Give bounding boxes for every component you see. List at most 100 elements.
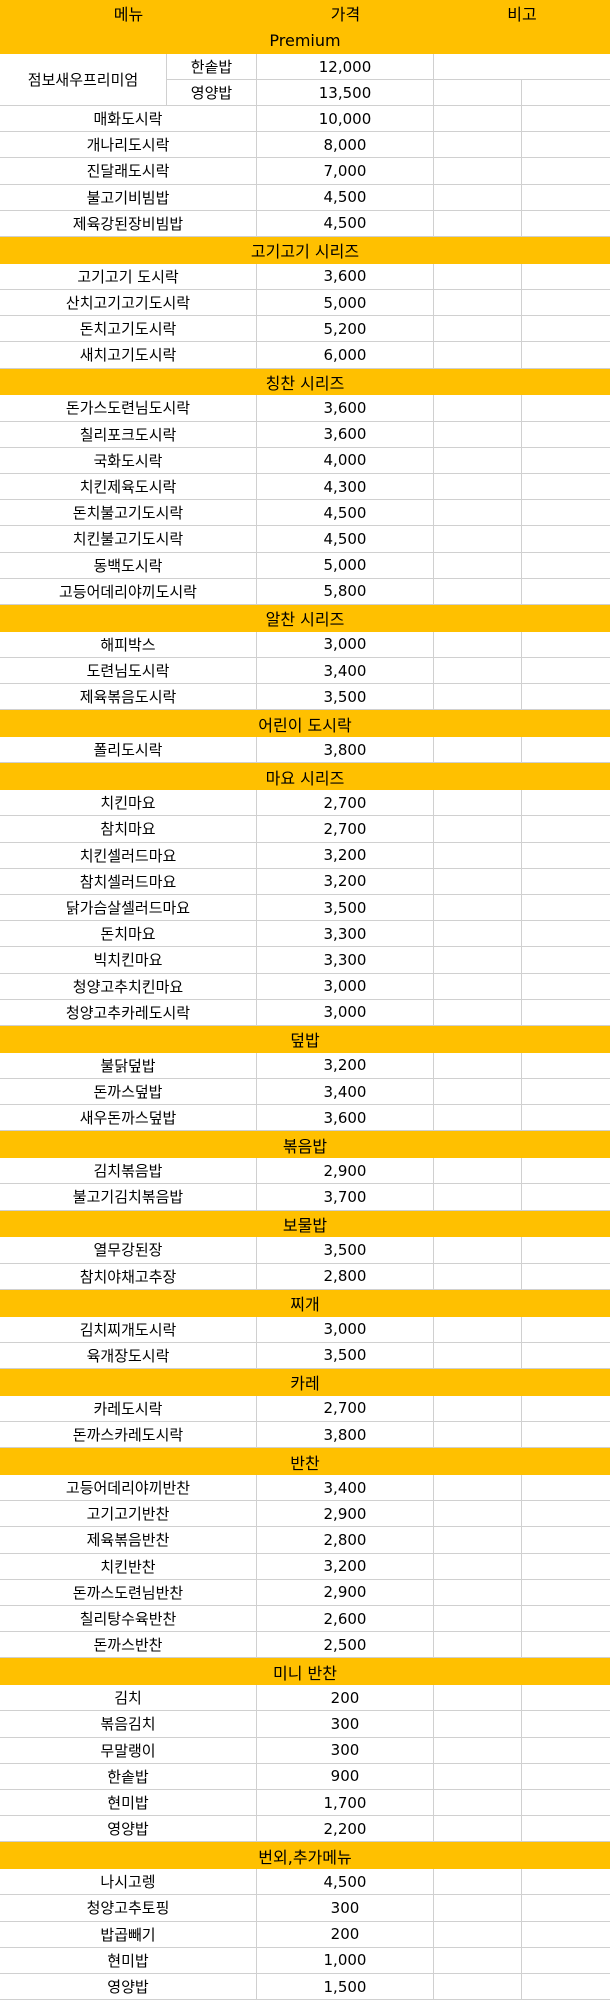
table-row: 빅치킨마요 3,300 bbox=[0, 947, 610, 974]
note-cell bbox=[434, 290, 522, 317]
item-price: 4,500 bbox=[257, 210, 434, 237]
item-name: 나시고렝 bbox=[0, 1869, 257, 1896]
item-name: 고등어데리야끼도시락 bbox=[0, 578, 257, 605]
note-cell bbox=[434, 1422, 522, 1449]
item-price: 3,800 bbox=[257, 737, 434, 764]
note-cell bbox=[434, 421, 522, 448]
column-header-row: 메뉴 가격 비고 bbox=[0, 0, 610, 26]
section-header: 고기고기 시리즈 bbox=[0, 237, 610, 264]
item-price: 3,800 bbox=[257, 1422, 434, 1449]
section-title: 덮밥 bbox=[290, 1031, 320, 1051]
note-cell bbox=[434, 790, 522, 817]
note-cell bbox=[434, 1685, 522, 1712]
item-name: 볶음김치 bbox=[0, 1711, 257, 1738]
note-cell bbox=[522, 684, 610, 711]
note-cell bbox=[434, 1316, 522, 1343]
table-row: 돈까스도련님반찬 2,900 bbox=[0, 1579, 610, 1606]
item-name: 치킨셀러드마요 bbox=[0, 842, 257, 869]
item-name: 돈치불고기도시락 bbox=[0, 500, 257, 527]
item-price: 5,000 bbox=[257, 552, 434, 579]
item-price: 300 bbox=[257, 1737, 434, 1764]
table-row: 불고기비빔밥 4,500 bbox=[0, 184, 610, 211]
note-cell bbox=[522, 632, 610, 658]
note-cell bbox=[434, 921, 522, 948]
table-row: 김치볶음밥 2,900 bbox=[0, 1158, 610, 1185]
combo-option-price: 12,000 bbox=[257, 54, 434, 80]
note-cell bbox=[522, 1869, 610, 1896]
note-cell bbox=[522, 316, 610, 343]
note-cell bbox=[434, 1947, 522, 1974]
table-row: 돈치마요 3,300 bbox=[0, 921, 610, 948]
note-cell bbox=[522, 1396, 610, 1422]
item-name: 제육강된장비빔밥 bbox=[0, 210, 257, 237]
table-row: 국화도시락 4,000 bbox=[0, 447, 610, 474]
note-cell bbox=[522, 211, 610, 237]
note-cell bbox=[522, 1922, 610, 1948]
note-cell bbox=[434, 1711, 522, 1738]
header-menu: 메뉴 bbox=[113, 5, 144, 24]
item-name: 돈치고기도시락 bbox=[0, 316, 257, 343]
item-name: 도련님도시락 bbox=[0, 658, 257, 685]
note-cell bbox=[522, 1105, 610, 1132]
section-header: 미니 반찬 bbox=[0, 1658, 610, 1686]
table-row: 돈까스덮밥 3,400 bbox=[0, 1079, 610, 1106]
item-price: 4,500 bbox=[257, 500, 434, 527]
note-cell bbox=[434, 1921, 522, 1948]
table-row: 새우돈까스덮밥 3,600 bbox=[0, 1105, 610, 1132]
table-row: 치킨마요 2,700 bbox=[0, 790, 610, 817]
table-row: 한솥밥 900 bbox=[0, 1763, 610, 1790]
item-price: 3,000 bbox=[257, 1316, 434, 1343]
table-row: 진달래도시락 7,000 bbox=[0, 158, 610, 185]
section-title: Premium bbox=[269, 30, 341, 50]
item-price: 300 bbox=[257, 1895, 434, 1922]
note-cell bbox=[434, 1237, 522, 1264]
section-title: 볶음밥 bbox=[282, 1136, 328, 1156]
item-name: 진달래도시락 bbox=[0, 158, 257, 185]
item-name: 동백도시락 bbox=[0, 552, 257, 579]
item-price: 5,800 bbox=[257, 578, 434, 605]
note-cell bbox=[434, 1553, 522, 1580]
item-price: 5,000 bbox=[257, 290, 434, 317]
item-price: 6,000 bbox=[257, 342, 434, 369]
item-name: 제육볶음반찬 bbox=[0, 1527, 257, 1554]
section-header: 볶음밥 bbox=[0, 1131, 610, 1159]
table-row: 현미밥 1,000 bbox=[0, 1947, 610, 1974]
item-name: 치킨반찬 bbox=[0, 1553, 257, 1580]
item-price: 3,400 bbox=[257, 658, 434, 685]
item-price: 3,300 bbox=[257, 947, 434, 974]
note-cell bbox=[434, 1579, 522, 1606]
note-cell bbox=[434, 578, 522, 605]
section-title: 고기고기 시리즈 bbox=[250, 242, 360, 262]
note-cell bbox=[434, 210, 522, 237]
section-title: 번외,추가메뉴 bbox=[258, 1847, 352, 1867]
table-row: 돈치불고기도시락 4,500 bbox=[0, 500, 610, 527]
item-price: 2,700 bbox=[257, 1395, 434, 1422]
note-cell bbox=[522, 1158, 610, 1185]
item-name: 돈까스반찬 bbox=[0, 1632, 257, 1659]
note-cell bbox=[434, 1395, 522, 1422]
note-cell bbox=[522, 1317, 610, 1343]
note-cell bbox=[434, 1974, 522, 2000]
item-price: 3,600 bbox=[257, 263, 434, 290]
note-cell bbox=[434, 1079, 522, 1106]
item-price: 7,000 bbox=[257, 158, 434, 185]
header-price: 가격 bbox=[330, 5, 361, 24]
note-cell bbox=[522, 342, 610, 369]
note-cell bbox=[522, 1475, 610, 1502]
note-cell bbox=[434, 1737, 522, 1764]
note-cell bbox=[522, 737, 610, 764]
table-row: 돈까스반찬 2,500 bbox=[0, 1632, 610, 1659]
item-name: 돈까스카레도시락 bbox=[0, 1422, 257, 1449]
note-cell bbox=[434, 342, 522, 369]
note-cell bbox=[434, 842, 522, 869]
item-price: 1,000 bbox=[257, 1947, 434, 1974]
item-name: 폴리도시락 bbox=[0, 737, 257, 764]
note-cell bbox=[434, 973, 522, 1000]
table-row: 칠리포크도시락 3,600 bbox=[0, 421, 610, 448]
table-row: 돈치고기도시락 5,200 bbox=[0, 316, 610, 343]
table-row: 도련님도시락 3,400 bbox=[0, 658, 610, 685]
item-name: 빅치킨마요 bbox=[0, 947, 257, 974]
note-cell bbox=[434, 1632, 522, 1659]
item-name: 새우돈까스덮밥 bbox=[0, 1105, 257, 1132]
section-title: 마요 시리즈 bbox=[265, 768, 345, 788]
